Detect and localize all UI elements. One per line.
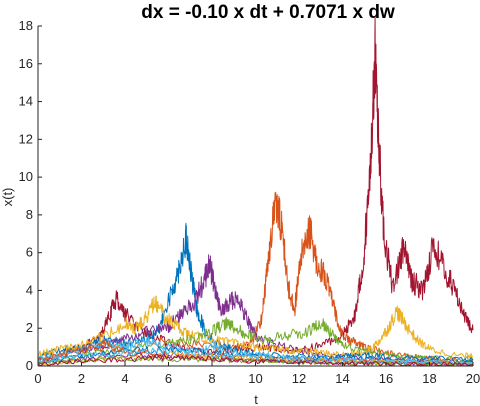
x-tick-label: 20: [466, 371, 480, 386]
x-tick-label: 8: [208, 371, 215, 386]
y-tick-label: 2: [26, 320, 33, 335]
y-tick-label: 18: [19, 18, 33, 33]
series-layer: [37, 16, 474, 367]
series-line-5: [37, 295, 474, 360]
x-tick-label: 0: [34, 371, 41, 386]
x-tick-label: 4: [121, 371, 128, 386]
y-tick-label: 0: [26, 358, 33, 373]
series-line-9: [37, 340, 474, 366]
x-tick-label: 14: [335, 371, 349, 386]
x-tick-label: 6: [165, 371, 172, 386]
axes-layer: [37, 25, 474, 367]
series-line-14: [37, 354, 474, 367]
x-tick-label: 10: [248, 371, 262, 386]
x-tick-label: 12: [292, 371, 306, 386]
series-line-6: [37, 316, 474, 365]
series-line-2: [37, 191, 474, 363]
y-tick-label: 14: [19, 94, 33, 109]
y-tick-label: 16: [19, 56, 33, 71]
y-tick-label: 8: [26, 207, 33, 222]
series-line-1: [37, 16, 474, 363]
y-tick-labels: 0 2 4 6 8 10 12 14 16 18: [19, 18, 33, 373]
x-tick-label: 16: [379, 371, 393, 386]
x-tick-label: 18: [422, 371, 436, 386]
y-tick-label: 12: [19, 131, 33, 146]
series-line-13: [37, 346, 474, 366]
x-tick-labels: 0 2 4 6 8 10 12 14 16 18 20: [34, 371, 480, 386]
x-axis-label: t: [254, 392, 258, 406]
x-tick-label: 2: [78, 371, 85, 386]
y-tick-label: 4: [26, 282, 33, 297]
y-axis-label: x(t): [0, 188, 15, 207]
series-line-4: [37, 254, 474, 364]
chart-title: dx = -0.10 x dt + 0.7071 x dw: [141, 2, 395, 23]
y-tick-label: 6: [26, 245, 33, 260]
y-tick-label: 10: [19, 169, 33, 184]
